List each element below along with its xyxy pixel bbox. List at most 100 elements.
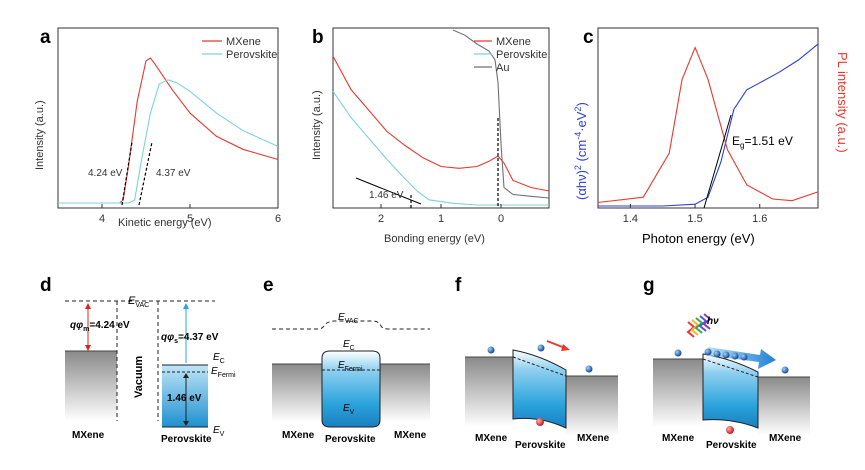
series-line-c-0 [598,43,819,207]
x-tick-label-a-1: 5 [187,213,193,225]
electron-dot-3-f [585,365,593,373]
legend-label-perovskite-a: Perovskite [226,49,277,61]
annotation-4.37: 4.37 eV [156,168,191,179]
mxene-left-label-e: MXene [282,430,315,441]
perovskite-label-g: Perovskite [706,440,757,451]
panel-label-f: f [455,275,462,296]
mxene-block-d [65,351,117,421]
panel-d: d qφm=4.24 eV EVAC Vacuum qφs=4.37 eV EC… [40,275,236,445]
ev-label-e: EV [343,403,355,416]
ev-label-d: EV [213,425,225,438]
mxene-left-block-f [465,357,513,427]
x-tick-label-a-2: 6 [275,213,281,225]
onset-line-mxene [121,141,133,206]
series-line-a-1 [58,79,279,204]
mxene-left-block-g [653,359,703,427]
x-tick-label-c-2: 1.6 [752,213,767,225]
efermi-label-e: EFermi [338,360,363,373]
series-line-b-0 [332,56,550,192]
panel-label-c: c [583,27,594,48]
panel-a: a 4 5 6 4.24 eV 4.37 eV Kinetic energy (eV… [34,27,281,229]
annotation-1.46: 1.46 eV [369,190,404,201]
perovskite-block-g [702,353,759,429]
mxene-right-label-g: MXene [769,433,802,444]
electron-dot-2-f [537,344,545,352]
hv-label-g: hν [707,316,719,327]
mxene-label-d: MXene [72,430,105,441]
evac-label-e: EVAC [338,312,359,325]
legend-label-mxene-b: MXene [496,36,531,48]
fit-line-perovskite-b [355,177,422,205]
perovskite-label-d: Perovskite [161,434,212,445]
light-wave-icon [686,313,712,338]
onset-line-perovskite [138,141,153,206]
tick-group-b: 2 1 0 [378,204,504,225]
efermi-label-d: EFermi [211,366,236,379]
hole-dot-f [536,418,544,426]
x-axis-label-b: Bonding energy (eV) [384,233,485,245]
perovskite-block-e [321,350,381,428]
y-axis-label-left-c: (αhν)2 (cm-4·eV2) [573,102,589,200]
mxene-left-label-f: MXene [475,433,508,444]
bandgap-annotation: Eg=1.51 eV [732,134,793,150]
hole-dot-g [726,426,734,434]
electron-dot-1-f [487,346,495,354]
phi-m-label: qφm=4.24 eV [70,320,130,333]
x-axis-label-a: Kinetic energy (eV) [118,217,212,229]
x-axis-label-c: Photon energy (eV) [642,231,755,246]
panel-g: g hν MXene Perovskite MXene [643,275,810,451]
panel-label-b: b [312,27,324,48]
vacuum-label-d: Vacuum [133,356,145,398]
legend-label-perovskite-b: Perovskite [496,49,547,61]
series-line-c-1 [597,46,819,204]
mxene-right-block-f [566,376,618,436]
series-group-b [332,29,550,206]
mxene-right-label-e: MXene [394,430,427,441]
ec-label-e: EC [343,339,355,352]
phi-s-label: qφs=4.37 eV [161,332,219,345]
plot-frame-a [57,27,279,209]
legend-label-au-b: Au [496,62,509,74]
electron-dot-4-g [722,351,730,359]
series-line-b-2 [452,29,550,199]
panel-c: c 1.4 1.5 1.6 Eg=1.51 eV Photon energy (eV… [573,27,850,246]
electron-dot-1-g [674,349,682,357]
y-axis-label-a: Intensity (a.u.) [34,100,46,170]
ec-label-d: EC [213,352,225,365]
panel-label-a: a [40,27,51,48]
x-tick-label-b-1: 1 [438,213,444,225]
annotation-4.24: 4.24 eV [88,168,123,179]
mxene-left-label-g: MXene [662,433,695,444]
panel-f: f MXene Perovskite MXene [455,275,618,451]
perovskite-block-f [512,349,567,429]
tick-group-a: 4 5 6 [99,204,281,225]
electron-dot-3-g [713,350,721,358]
panel-b: b 2 1 0 1.46 eV Bonding energy (eV) Intens… [311,27,550,245]
x-tick-label-a-0: 4 [99,213,105,225]
plot-frame-c [597,27,819,209]
series-group-c [597,43,819,207]
y-axis-label-b: Intensity (a.u.) [311,90,323,160]
mxene-left-block-e [272,364,322,422]
mxene-right-label-f: MXene [577,433,610,444]
y-axis-label-right-c: PL intensity (a.u.) [835,52,850,153]
legend-label-mxene-a: MXene [226,36,261,48]
perovskite-label-f: Perovskite [515,440,566,451]
tick-group-c: 1.4 1.5 1.6 [623,204,767,225]
x-tick-label-c-1: 1.5 [687,213,702,225]
perovskite-label-e: Perovskite [325,434,376,445]
evac-label-d: EVAC [128,295,149,309]
transfer-arrowhead-f [561,344,570,351]
transfer-arrow-f [546,340,566,349]
tauc-fit-line [703,114,732,209]
mxene-right-block-g [758,377,810,435]
electron-dot-5-g [731,352,739,360]
electron-dot-6-g [740,353,748,361]
panel-label-e: e [263,275,274,296]
evac-curve-e [272,320,430,330]
x-tick-label-b-2: 0 [498,213,504,225]
x-tick-label-c-0: 1.4 [623,213,638,225]
electron-dot-2-g [704,348,712,356]
panel-label-d: d [40,275,52,296]
